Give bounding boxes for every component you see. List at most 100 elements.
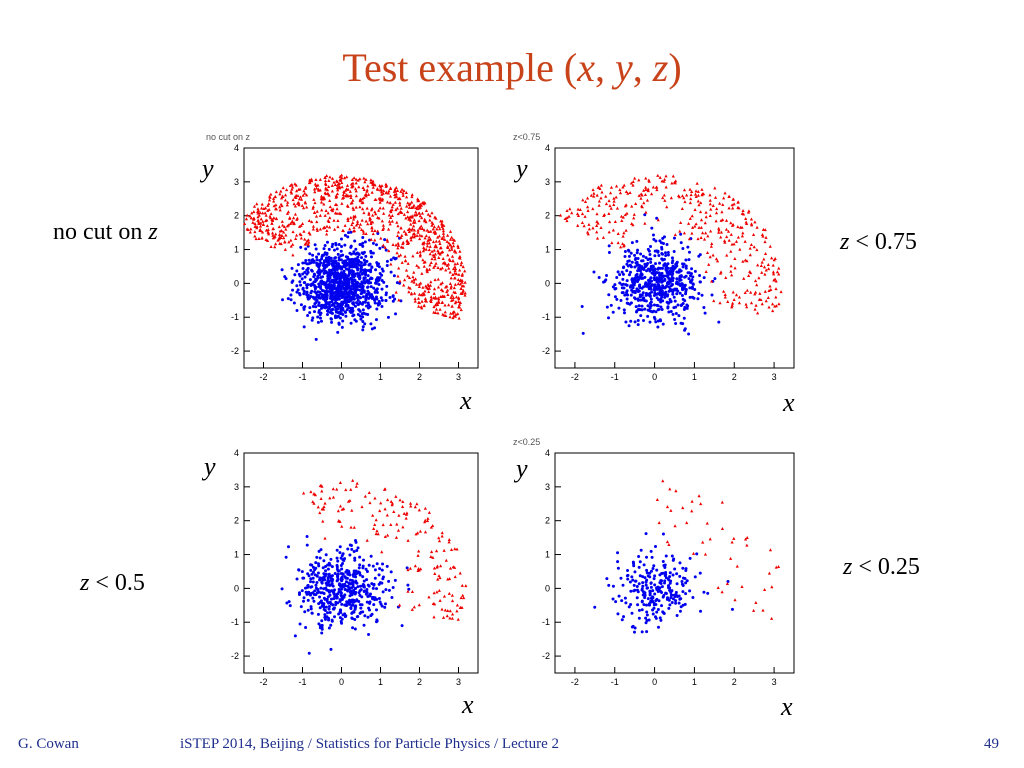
background-point [592, 194, 596, 198]
background-point [449, 276, 453, 280]
background-point [358, 199, 363, 203]
background-point [385, 513, 389, 517]
background-point [691, 551, 696, 555]
background-point [427, 229, 431, 233]
background-point [425, 228, 429, 232]
background-point [432, 254, 437, 258]
y-tick-label: 4 [545, 448, 550, 458]
background-point [775, 270, 780, 274]
signal-point [346, 572, 350, 576]
background-point [335, 207, 339, 211]
signal-point [310, 318, 314, 322]
background-point [335, 180, 340, 184]
background-point [341, 193, 345, 197]
background-point [682, 188, 687, 192]
background-point [295, 189, 299, 193]
signal-point [321, 275, 325, 279]
signal-point [300, 570, 304, 574]
background-point [727, 238, 731, 242]
signal-point [340, 325, 344, 329]
signal-point [314, 247, 318, 251]
background-point [441, 257, 445, 261]
background-point [385, 200, 390, 204]
signal-point [605, 577, 609, 581]
background-point [745, 259, 749, 263]
signal-point [670, 600, 674, 604]
signal-point [367, 633, 371, 637]
background-point [386, 191, 391, 195]
background-point [351, 206, 355, 210]
signal-point [333, 265, 337, 269]
background-point [622, 244, 626, 248]
background-point [450, 247, 454, 251]
background-point [662, 177, 667, 181]
background-point [428, 252, 432, 256]
signal-point [649, 267, 653, 271]
background-point [283, 240, 287, 244]
background-point [762, 587, 767, 591]
signal-point [611, 310, 615, 314]
background-point [416, 531, 420, 535]
background-point [396, 212, 400, 216]
background-point [722, 196, 726, 200]
background-point [376, 229, 380, 233]
signal-point [340, 554, 344, 558]
signal-point [335, 556, 339, 560]
signal-point [636, 275, 640, 279]
signal-point [671, 312, 675, 316]
background-point [449, 245, 454, 249]
background-point [624, 228, 628, 232]
signal-point [369, 285, 373, 289]
background-point [741, 209, 745, 213]
signal-point [649, 549, 653, 553]
signal-point [648, 305, 652, 309]
background-point [446, 609, 450, 613]
background-point [711, 253, 715, 257]
background-point [662, 179, 666, 183]
signal-point [353, 592, 357, 596]
signal-point [361, 315, 365, 319]
background-point [351, 207, 356, 211]
signal-point [633, 280, 637, 284]
signal-point [322, 596, 326, 600]
signal-point [713, 277, 717, 281]
background-point [357, 225, 362, 229]
signal-point [320, 577, 324, 581]
background-point [458, 268, 462, 272]
background-point [449, 295, 453, 299]
background-point [278, 232, 282, 236]
signal-point [652, 272, 656, 276]
signal-point [311, 576, 315, 580]
background-point [438, 576, 442, 580]
signal-point [329, 317, 333, 321]
background-point [255, 226, 259, 230]
signal-point [313, 302, 317, 306]
signal-point [331, 590, 335, 594]
signal-point [330, 293, 334, 297]
signal-point [303, 280, 307, 284]
background-point [422, 247, 427, 251]
background-point [447, 540, 451, 544]
signal-point [651, 596, 655, 600]
signal-point [639, 294, 643, 298]
background-point [447, 241, 451, 245]
background-point [285, 211, 290, 215]
signal-point [616, 612, 620, 616]
background-point [688, 216, 692, 220]
background-point [367, 491, 371, 495]
signal-point [295, 269, 299, 273]
background-point [728, 556, 733, 560]
background-point [264, 206, 268, 210]
background-point [406, 538, 410, 542]
background-point [272, 216, 276, 220]
scatter-plot-z-lt-05: -2 -1 0 1 2 3 -2 -1 0 1 2 3 4 [222, 445, 482, 695]
background-point [731, 290, 735, 294]
background-point [312, 197, 316, 201]
background-point [282, 225, 287, 229]
background-point [340, 524, 344, 528]
background-point [261, 211, 265, 215]
signal-point [616, 560, 620, 564]
signal-point [374, 318, 378, 322]
background-point [696, 237, 700, 241]
signal-point [340, 587, 344, 591]
